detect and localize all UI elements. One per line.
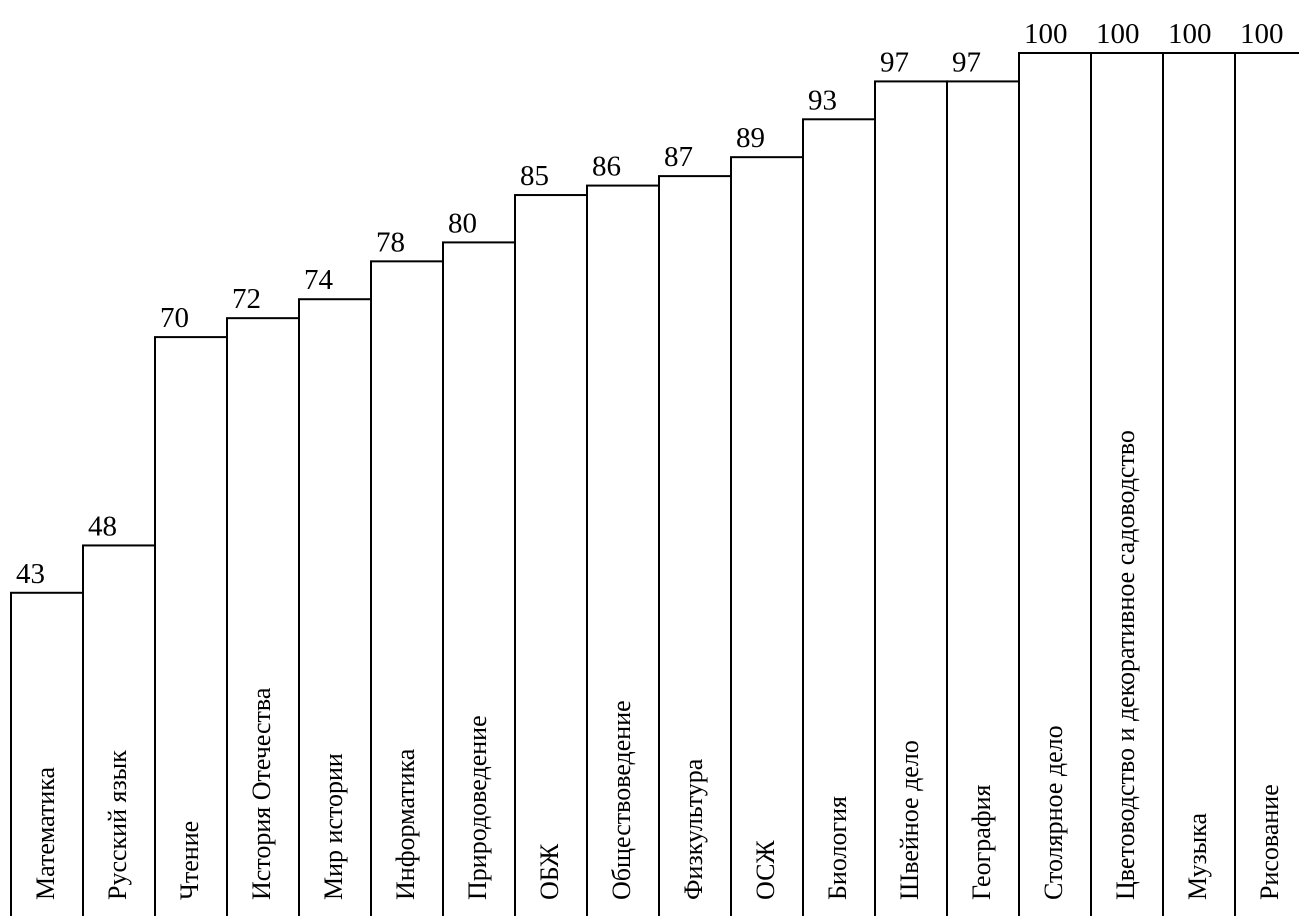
value-label-3: 70 xyxy=(160,302,189,334)
category-label-5: Мир истории xyxy=(319,753,348,900)
bar-17 xyxy=(1162,52,1236,916)
category-label-7: Природоведение xyxy=(463,715,492,900)
bar-3 xyxy=(154,336,228,916)
value-label-4: 72 xyxy=(232,283,261,315)
value-label-2: 48 xyxy=(88,510,117,542)
bar-18 xyxy=(1234,52,1299,916)
category-labels-group: Математика Русский язык Чтение История Отеч… xyxy=(31,430,1284,900)
bar-2 xyxy=(82,544,156,916)
bar-12 xyxy=(802,118,876,916)
bar-8 xyxy=(514,194,588,916)
value-labels-group: 43 48 70 72 74 78 80 85 86 87 89 93 97 97 100 100 100 100 xyxy=(16,18,1284,590)
value-label-9: 86 xyxy=(592,151,621,183)
value-label-1: 43 xyxy=(16,558,45,590)
category-label-6: Информатика xyxy=(391,748,420,900)
bar-1 xyxy=(10,591,84,916)
bar-16 xyxy=(1090,52,1164,916)
category-label-9: Обществоведение xyxy=(607,700,636,900)
value-label-14: 97 xyxy=(952,46,981,78)
category-label-16: Цветоводство и декоративное садоводство xyxy=(1111,430,1140,900)
category-label-18: Рисование xyxy=(1255,784,1284,900)
value-label-6: 78 xyxy=(376,226,405,258)
value-label-13: 97 xyxy=(880,46,909,78)
bar-7 xyxy=(442,241,516,916)
value-label-12: 93 xyxy=(808,84,837,116)
category-label-2: Русский язык xyxy=(103,750,132,900)
bar-5 xyxy=(298,298,372,916)
category-label-8: ОБЖ xyxy=(535,843,564,900)
value-label-11: 89 xyxy=(736,122,765,154)
value-label-5: 74 xyxy=(304,264,334,296)
category-label-3: Чтение xyxy=(175,821,204,900)
value-label-18: 100 xyxy=(1240,18,1284,50)
value-label-7: 80 xyxy=(448,207,477,239)
bar-4 xyxy=(226,317,300,916)
category-label-14: География xyxy=(967,784,996,900)
value-label-15: 100 xyxy=(1024,18,1068,50)
value-label-8: 85 xyxy=(520,160,549,192)
bar-13 xyxy=(874,80,948,916)
category-label-11: ОСЖ xyxy=(751,840,780,900)
category-label-13: Швейное дело xyxy=(895,740,924,900)
category-label-15: Столярное дело xyxy=(1039,725,1068,900)
bar-10 xyxy=(658,175,732,916)
value-label-17: 100 xyxy=(1168,18,1212,50)
category-label-10: Физкультура xyxy=(679,758,708,900)
category-label-12: Биология xyxy=(823,796,852,900)
bar-6 xyxy=(370,260,444,916)
bar-15 xyxy=(1018,52,1092,916)
bar-9 xyxy=(586,184,660,916)
value-label-16: 100 xyxy=(1096,18,1140,50)
category-label-1: Математика xyxy=(31,766,60,900)
category-label-4: История Отечества xyxy=(247,687,276,900)
bars-group xyxy=(10,52,1299,916)
value-label-10: 87 xyxy=(664,141,693,173)
bar-11 xyxy=(730,156,804,916)
category-label-17: Музыка xyxy=(1183,813,1212,900)
